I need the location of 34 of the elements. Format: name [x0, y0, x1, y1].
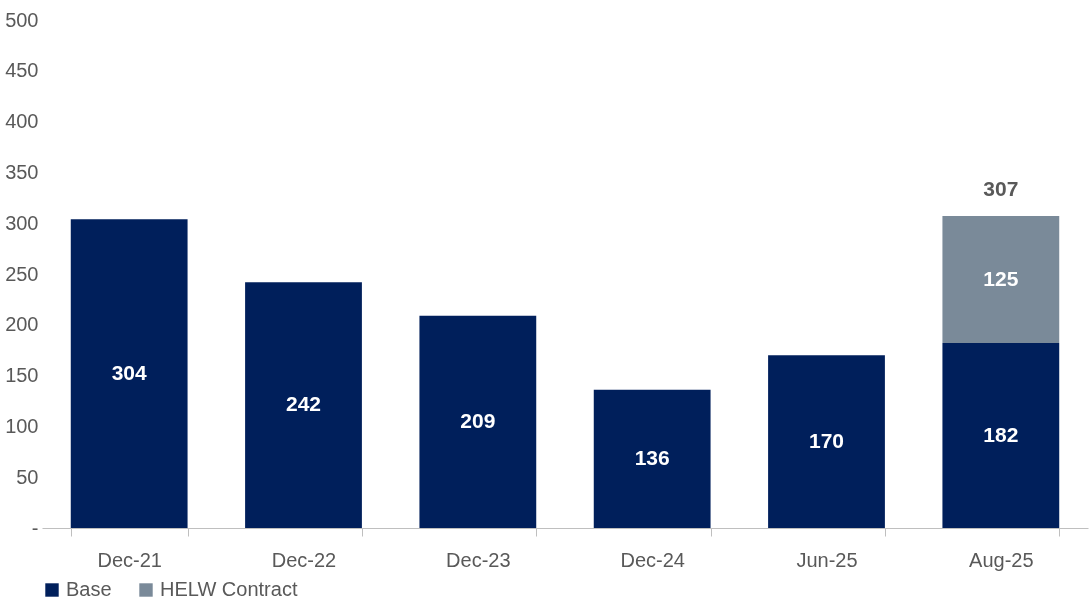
bar [593, 389, 711, 528]
x-tick-label: Dec-21 [97, 548, 162, 571]
bar [245, 282, 362, 528]
bar [419, 315, 537, 528]
y-tick-label: 250 [5, 262, 39, 285]
data-label: 209 [460, 408, 496, 432]
x-tick-label: Aug-25 [969, 548, 1034, 571]
bar [942, 216, 1060, 344]
data-label: 304 [111, 360, 147, 384]
x-tick-label: Dec-22 [271, 548, 337, 571]
y-tick-label: 50 [16, 465, 39, 488]
x-tick-label: Dec-24 [620, 548, 685, 571]
y-tick-label: 350 [5, 160, 39, 183]
bar [942, 343, 1060, 528]
x-tick-label: Dec-23 [446, 548, 511, 571]
legend-label: Base [66, 578, 112, 600]
y-tick-label: 300 [5, 211, 39, 234]
y-tick-label: - [31, 516, 39, 539]
data-label: 242 [285, 392, 322, 416]
data-label: 136 [634, 445, 670, 469]
bar [768, 355, 885, 528]
data-label: 125 [983, 266, 1019, 290]
y-tick-label: 400 [5, 110, 39, 133]
y-tick-label: 100 [5, 414, 39, 437]
y-tick-label: 450 [5, 59, 39, 82]
data-label: 170 [808, 428, 845, 452]
data-label: 182 [983, 422, 1019, 446]
total-label: 307 [983, 177, 1019, 201]
y-tick-label: 500 [5, 8, 39, 31]
y-tick-label: 150 [5, 364, 39, 387]
legend-label: HELW Contract [160, 578, 298, 600]
bar [70, 219, 188, 528]
y-tick-label: 200 [5, 313, 39, 336]
x-tick-label: Jun-25 [796, 548, 858, 571]
